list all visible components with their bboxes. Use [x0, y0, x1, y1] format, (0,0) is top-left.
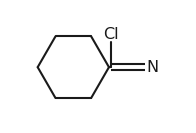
Text: Cl: Cl: [103, 27, 119, 42]
Text: N: N: [147, 60, 159, 75]
